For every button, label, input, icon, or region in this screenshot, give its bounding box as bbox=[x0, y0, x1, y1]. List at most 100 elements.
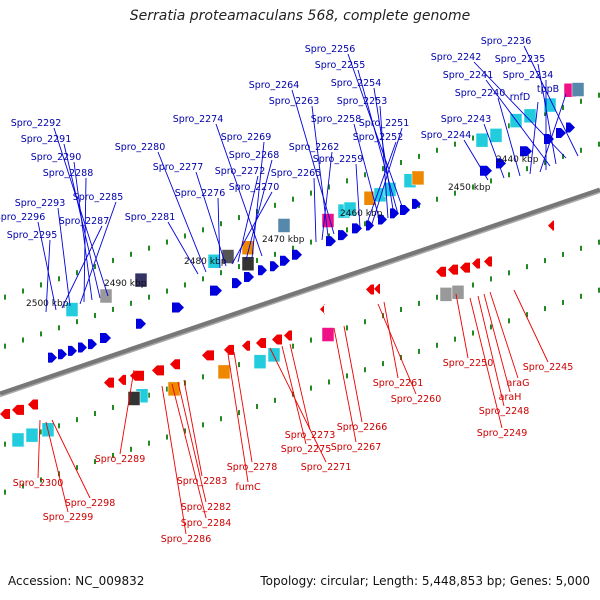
forward-gene-arrow bbox=[366, 220, 374, 231]
tick-mark bbox=[562, 299, 564, 305]
tick-mark bbox=[580, 147, 582, 153]
label-leader-line bbox=[291, 89, 335, 235]
feature-box bbox=[241, 256, 255, 271]
reverse-gene-label: Spro_2273 bbox=[285, 430, 336, 441]
tick-mark bbox=[364, 367, 366, 373]
forward-gene-arrow bbox=[326, 236, 336, 247]
forward-gene-arrow bbox=[88, 339, 97, 350]
tick-mark bbox=[184, 428, 186, 434]
forward-gene-arrow bbox=[58, 349, 67, 360]
tick-mark bbox=[4, 294, 6, 300]
reverse-gene-label: araH bbox=[499, 392, 522, 403]
reverse-gene-arrow bbox=[272, 334, 282, 345]
label-leader-line bbox=[357, 69, 399, 215]
tick-mark bbox=[400, 160, 402, 165]
feature-box bbox=[571, 82, 585, 97]
reverse-gene-arrow bbox=[170, 359, 180, 370]
forward-gene-label: Spro_2255 bbox=[315, 60, 366, 71]
forward-gene-arrow bbox=[338, 230, 348, 241]
forward-gene-label: Spro_2244 bbox=[421, 130, 472, 141]
tick-mark bbox=[22, 337, 24, 343]
scale-label: 2440 kbp bbox=[496, 155, 539, 165]
label-leader-line bbox=[57, 207, 71, 307]
label-leader-line bbox=[177, 381, 207, 503]
label-leader-line bbox=[365, 141, 397, 227]
reverse-gene-arrow bbox=[256, 337, 266, 348]
tick-mark bbox=[508, 318, 510, 324]
feature-box bbox=[253, 354, 267, 369]
accession-label: Accession: NC_009832 bbox=[8, 574, 145, 588]
tick-mark bbox=[238, 264, 240, 270]
tick-mark bbox=[166, 239, 168, 245]
tick-mark bbox=[220, 270, 222, 276]
label-leader-line bbox=[157, 151, 207, 273]
label-leader-line bbox=[119, 369, 135, 455]
reverse-gene-arrow bbox=[548, 220, 554, 231]
tick-mark bbox=[148, 245, 150, 251]
topology-label: Topology: circular; Length: 5,448,853 bp… bbox=[260, 574, 590, 588]
feature-box bbox=[25, 427, 39, 443]
tick-mark bbox=[76, 270, 78, 276]
reverse-gene-arrow bbox=[224, 344, 234, 355]
reverse-gene-label: Spro_2250 bbox=[443, 358, 494, 369]
label-leader-line bbox=[183, 379, 203, 477]
tick-mark bbox=[562, 251, 564, 257]
tick-mark bbox=[562, 153, 564, 159]
tick-mark bbox=[454, 336, 456, 342]
reverse-gene-arrow bbox=[436, 266, 446, 277]
forward-gene-arrow bbox=[210, 285, 222, 296]
label-leader-line bbox=[37, 221, 57, 311]
tick-mark bbox=[40, 429, 42, 435]
tick-mark bbox=[418, 300, 420, 306]
label-leader-line bbox=[79, 201, 117, 305]
tick-mark bbox=[544, 160, 546, 166]
tick-mark bbox=[166, 288, 168, 294]
tick-mark bbox=[220, 416, 222, 422]
reverse-gene-label: Spro_2266 bbox=[337, 422, 388, 433]
forward-gene-label: Spro_2288 bbox=[43, 168, 94, 179]
scale-label: 2490 kbp bbox=[104, 279, 147, 289]
tick-mark bbox=[112, 257, 114, 263]
reverse-gene-label: Spro_2282 bbox=[181, 502, 232, 513]
reverse-gene-label: Spro_2278 bbox=[227, 462, 278, 473]
tick-mark bbox=[22, 288, 24, 294]
forward-gene-arrow bbox=[68, 345, 77, 356]
tick-mark bbox=[598, 287, 600, 293]
tick-mark bbox=[454, 141, 456, 147]
forward-gene-label: Spro_2241 bbox=[443, 70, 494, 81]
reverse-gene-arrow bbox=[28, 399, 38, 410]
label-leader-line bbox=[217, 197, 221, 269]
forward-gene-label: Spro_2268 bbox=[229, 150, 280, 161]
scale-label: 2470 kbp bbox=[262, 235, 305, 245]
tick-mark bbox=[184, 282, 186, 288]
forward-gene-arrow bbox=[520, 146, 532, 157]
reverse-gene-label: Spro_2248 bbox=[479, 406, 530, 417]
tick-mark bbox=[130, 300, 132, 306]
forward-gene-label: Spro_2256 bbox=[305, 44, 356, 55]
tick-mark bbox=[364, 172, 366, 178]
forward-gene-arrow bbox=[378, 214, 387, 225]
tick-mark bbox=[364, 221, 366, 227]
label-leader-line bbox=[269, 347, 327, 463]
feature-box bbox=[11, 432, 25, 448]
reverse-gene-label: Spro_2284 bbox=[181, 518, 232, 529]
label-leader-line bbox=[529, 101, 539, 175]
tick-mark bbox=[202, 422, 204, 428]
forward-gene-arrow bbox=[172, 302, 184, 313]
tick-mark bbox=[58, 325, 60, 331]
forward-gene-arrow bbox=[390, 208, 399, 219]
reverse-gene-label: Spro_2298 bbox=[65, 498, 116, 509]
forward-gene-arrow bbox=[412, 198, 421, 209]
reverse-gene-label: Spro_2286 bbox=[161, 534, 212, 545]
reverse-gene-label: Spro_2275 bbox=[281, 444, 332, 455]
forward-gene-arrow bbox=[566, 122, 575, 133]
forward-gene-arrow bbox=[496, 158, 506, 169]
forward-gene-label: Spro_2295 bbox=[7, 230, 58, 241]
tick-mark bbox=[418, 348, 420, 354]
feature-box bbox=[65, 302, 79, 317]
tick-mark bbox=[580, 98, 582, 104]
tick-mark bbox=[130, 251, 132, 257]
forward-gene-label: Spro_2270 bbox=[229, 182, 280, 193]
label-leader-line bbox=[171, 383, 207, 519]
tick-mark bbox=[436, 294, 438, 300]
